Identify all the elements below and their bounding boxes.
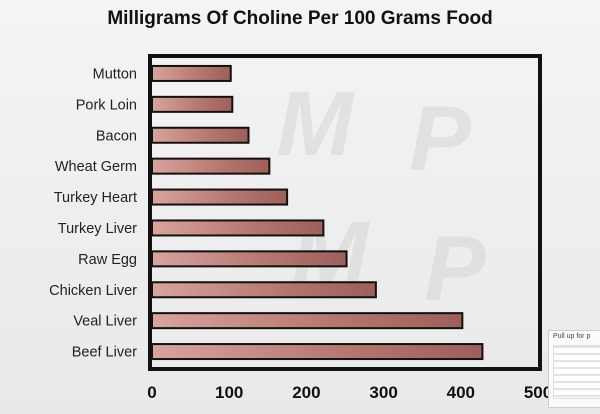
bars-group bbox=[151, 64, 484, 361]
category-label: Wheat Germ bbox=[55, 159, 137, 175]
category-label: Raw Egg bbox=[78, 252, 137, 268]
category-label: Turkey Liver bbox=[58, 221, 137, 237]
category-label: Pork Loin bbox=[76, 97, 137, 113]
watermark-letter: M bbox=[277, 73, 356, 175]
chart-title: Milligrams Of Choline Per 100 Grams Food bbox=[107, 8, 492, 29]
category-label: Turkey Heart bbox=[54, 190, 137, 206]
x-tick-label: 500 bbox=[524, 383, 552, 402]
bar-turkey-liver bbox=[151, 219, 325, 237]
watermark-letter: P bbox=[409, 88, 471, 190]
x-tick-label: 0 bbox=[147, 383, 156, 402]
category-label: Beef Liver bbox=[72, 345, 137, 361]
bar-beef-liver bbox=[151, 343, 484, 361]
category-label: Bacon bbox=[96, 128, 137, 144]
category-label: Mutton bbox=[93, 66, 137, 82]
category-label: Chicken Liver bbox=[49, 283, 137, 299]
x-tick-label: 300 bbox=[369, 383, 397, 402]
bar-bacon bbox=[151, 126, 250, 144]
x-axis-ticks: 0 100 200 300 400 500 bbox=[147, 383, 552, 402]
thumbnail-caption: Pull up for p bbox=[553, 333, 591, 340]
x-tick-label: 200 bbox=[292, 383, 320, 402]
thumbnail-page-preview bbox=[553, 345, 600, 399]
bar-pork-loin bbox=[151, 95, 234, 113]
bar-raw-egg bbox=[151, 250, 348, 268]
category-label: Veal Liver bbox=[73, 314, 137, 330]
bar-mutton bbox=[151, 64, 232, 82]
plot-frame bbox=[148, 54, 542, 371]
watermark-letter: P bbox=[424, 218, 486, 320]
category-labels: Mutton Pork Loin Bacon Wheat Germ Turkey Hea… bbox=[49, 66, 137, 360]
bar-wheat-germ bbox=[151, 157, 271, 175]
x-tick-label: 400 bbox=[447, 383, 475, 402]
watermark-logo: MPMP bbox=[277, 73, 487, 320]
bar-chicken-liver bbox=[151, 281, 377, 299]
video-thumbnail[interactable]: Pull up for p bbox=[548, 330, 600, 408]
x-tick-label: 100 bbox=[215, 383, 243, 402]
bar-veal-liver bbox=[151, 312, 464, 330]
bar-turkey-heart bbox=[151, 188, 289, 206]
